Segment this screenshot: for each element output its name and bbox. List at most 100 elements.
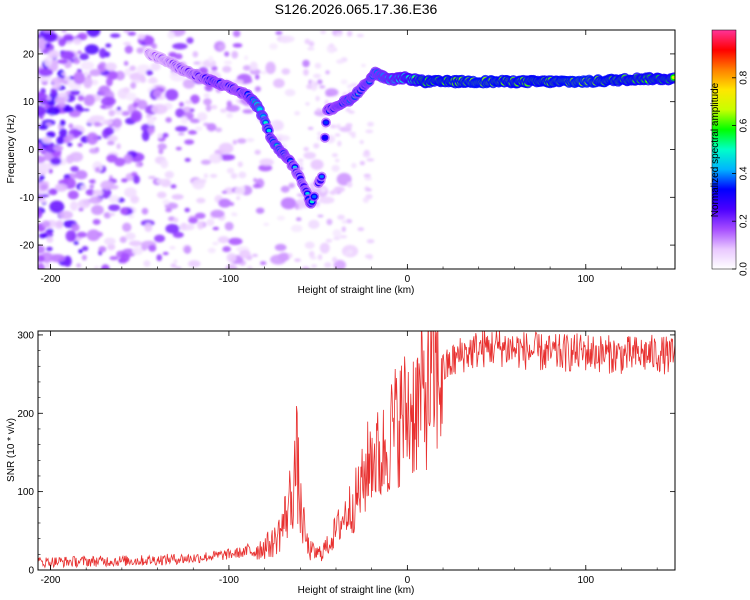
spectrogram-noise-blob	[83, 71, 89, 76]
spectrogram-noise-blob	[77, 142, 83, 147]
spectrogram-noise-blob	[60, 50, 75, 60]
spectrogram-noise-blob	[246, 137, 255, 143]
spectrogram-noise-blob	[65, 230, 77, 242]
spectrogram-noise-blob	[366, 158, 375, 162]
spectrogram-noise-blob	[247, 265, 253, 269]
spectrogram-noise-blob	[208, 153, 223, 164]
spectrogram-noise-blob	[76, 263, 82, 268]
spectrogram-noise-blob	[150, 62, 161, 71]
spectrogram-noise-blob	[133, 174, 140, 184]
spectrogram-noise-blob	[211, 65, 218, 71]
spectrogram-noise-blob	[47, 188, 58, 195]
colorbar-tick-label: 0.4	[739, 166, 750, 180]
spectrogram-noise-blob	[46, 246, 53, 252]
spectrogram-noise-blob	[156, 191, 167, 199]
spectrogram-noise-blob	[366, 239, 375, 244]
spectrogram-noise-blob	[197, 220, 204, 230]
spectrogram-noise-blob	[304, 241, 315, 249]
snr-y-ticks: 0 100 200 300	[17, 330, 675, 577]
spectrogram-noise-blob	[108, 70, 118, 80]
spectrogram-noise-blob	[302, 59, 310, 68]
spectrogram-noise-blob	[260, 261, 267, 266]
spectrogram-noise-blob	[276, 215, 286, 221]
spectrogram-noise-blob	[119, 236, 127, 243]
spectrogram-noise-blob	[308, 250, 315, 258]
spectrogram-noise-blob	[350, 83, 358, 87]
spectrogram-noise-blob	[274, 243, 287, 252]
spectrogram-noise-blob	[203, 93, 210, 98]
spectrogram-noise-blob	[175, 125, 188, 132]
spectrogram-noise-blob	[202, 59, 217, 68]
spectrogram-noise-blob	[48, 168, 53, 174]
spectrogram-noise-blob	[123, 30, 130, 34]
spectrogram-noise-blob	[130, 110, 143, 123]
spectrogram-noise-blob	[313, 73, 321, 79]
spectrogram-noise-blob	[281, 68, 291, 75]
spectrogram-noise-blob	[38, 105, 47, 117]
spectrogram-noise-blob	[137, 33, 146, 40]
spectrogram-noise-blob	[38, 208, 43, 219]
spectrogram-noise-blob	[218, 43, 226, 51]
spectrogram-noise-blob	[116, 143, 121, 150]
spectrogram-noise-blob	[243, 78, 252, 84]
spectrogram-noise-blob	[123, 60, 129, 66]
spectrogram-noise-blob	[162, 251, 169, 256]
spectrogram-noise-blob	[221, 190, 228, 194]
ridge-core	[319, 175, 324, 179]
spectrogram-x-label: Height of straight line (km)	[298, 285, 415, 296]
spectrogram-noise-blob	[58, 210, 73, 220]
colorbar-tick-label: 0.8	[739, 70, 750, 84]
spectrogram-noise-blob	[146, 117, 155, 126]
spectrogram-noise-blob	[232, 139, 237, 145]
spectrogram-noise-blob	[38, 155, 46, 164]
spectrogram-noise-blob	[315, 202, 320, 208]
y-tick-label: 20	[23, 49, 35, 60]
spectrogram-noise-blob	[310, 256, 317, 260]
spectrogram-noise-blob	[41, 136, 52, 144]
spectrogram-noise-blob	[90, 79, 99, 86]
spectrogram-noise-blob	[71, 223, 80, 232]
spectrogram-noise-blob	[189, 118, 201, 124]
spectrogram-noise-blob	[326, 218, 333, 226]
spectrogram-noise-blob	[91, 205, 104, 216]
spectrogram-noise-blob	[121, 110, 130, 117]
spectrogram-noise-blob	[332, 229, 342, 238]
spectrogram-noise-blob	[359, 140, 364, 145]
y-tick-label: 0	[28, 145, 34, 156]
spectrogram-noise-blob	[100, 180, 115, 191]
spectrogram-noise-blob	[205, 104, 212, 112]
x-tick-label: -100	[219, 575, 239, 586]
y-tick-label: -10	[20, 193, 35, 204]
spectrogram-noise-blob	[307, 47, 315, 51]
spectrogram-noise-blob	[254, 86, 261, 92]
spectrogram-noise-blob	[346, 30, 353, 37]
spectrogram-noise-blob	[356, 33, 364, 38]
spectrogram-noise-blob	[124, 187, 137, 198]
spectrogram-noise-blob	[326, 44, 337, 54]
ridge-core	[322, 136, 328, 140]
spectrogram-noise-blob	[307, 126, 314, 130]
spectrogram-noise-blob	[226, 253, 237, 263]
spectrogram-noise-blob	[62, 80, 69, 85]
spectrogram-noise-blob	[334, 133, 341, 137]
spectrogram-noise-blob	[160, 159, 169, 169]
spectrogram-noise-blob	[173, 217, 179, 223]
spectrogram-noise-blob	[258, 164, 273, 172]
x-tick-label: -100	[219, 274, 239, 285]
spectrogram-noise-blob	[217, 236, 230, 244]
spectrogram-noise-blob	[132, 101, 139, 108]
spectrogram-noise-blob	[66, 133, 74, 142]
spectrogram-noise-blob	[80, 184, 87, 191]
spectrogram-noise-blob	[244, 55, 249, 61]
spectrogram-noise-blob	[89, 115, 105, 122]
spectrogram-noise-blob	[365, 188, 372, 192]
spectrogram-noise-blob	[226, 112, 233, 119]
spectrogram-noise-blob	[319, 242, 330, 254]
spectrogram-noise-blob	[140, 75, 147, 84]
spectrogram-noise-blob	[222, 246, 232, 253]
spectrogram-noise-blob	[265, 61, 276, 75]
spectrogram-noise-blob	[305, 102, 310, 106]
spectrogram-noise-blob	[324, 262, 332, 268]
spectrogram-noise-blob	[182, 106, 192, 112]
spectrogram-noise-blob	[367, 121, 374, 127]
